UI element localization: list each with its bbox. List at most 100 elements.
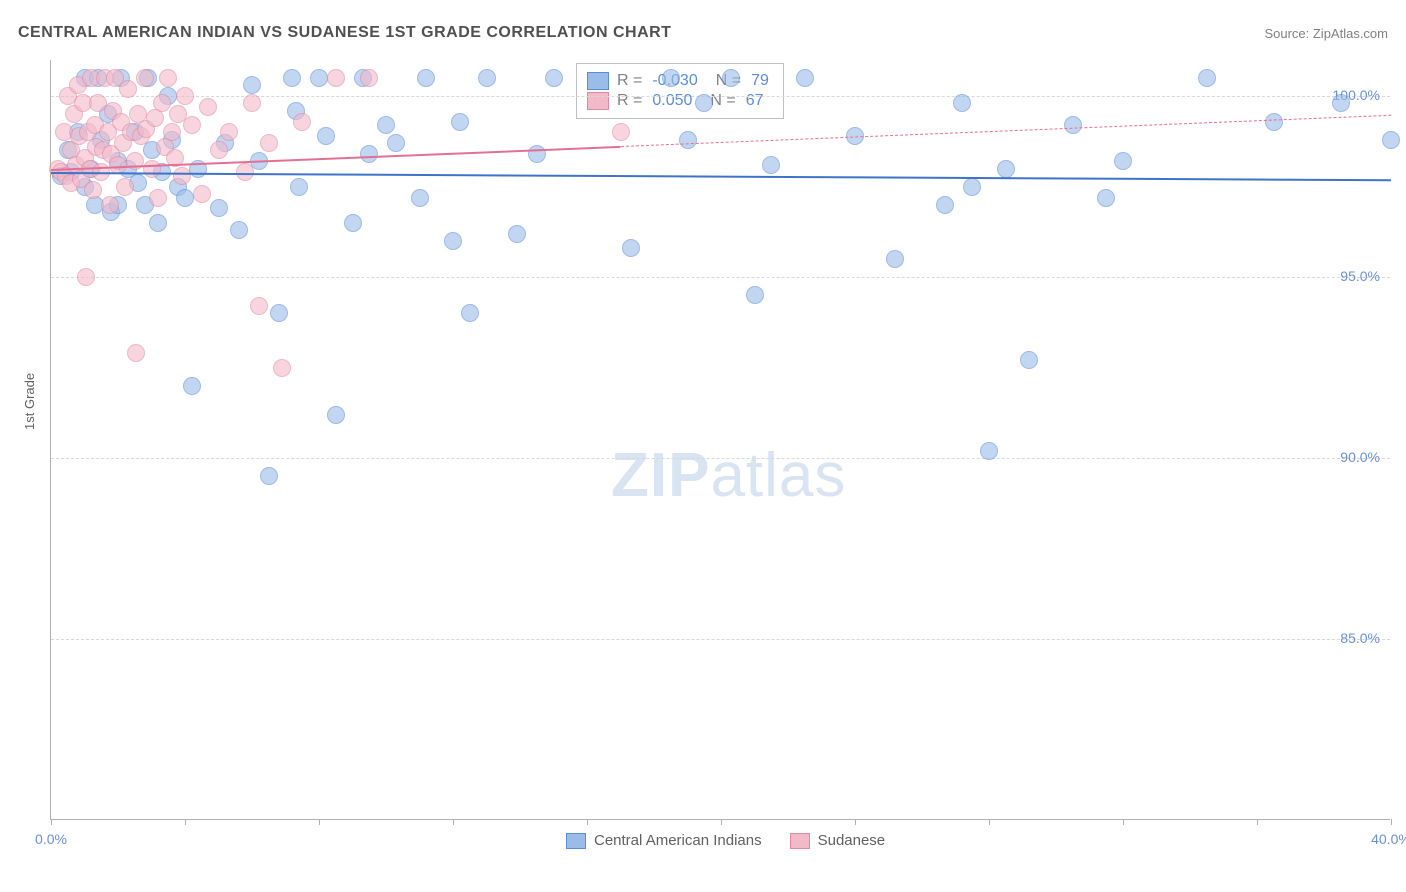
legend-n-val-0: 79 <box>751 72 769 90</box>
scatter-point <box>451 113 469 131</box>
x-tick <box>1391 819 1392 825</box>
scatter-point <box>327 69 345 87</box>
bottom-legend-item-0: Central American Indians <box>566 832 762 849</box>
scatter-point <box>387 134 405 152</box>
scatter-point <box>183 377 201 395</box>
watermark: ZIPatlas <box>611 440 846 511</box>
chart-title: CENTRAL AMERICAN INDIAN VS SUDANESE 1ST … <box>18 24 671 42</box>
scatter-point <box>260 134 278 152</box>
y-tick-label: 90.0% <box>1340 449 1380 465</box>
bottom-legend-label-1: Sudanese <box>818 832 886 849</box>
scatter-point <box>199 98 217 116</box>
scatter-point <box>220 123 238 141</box>
legend-n-prefix-1: N = <box>710 92 735 110</box>
x-tick <box>1257 819 1258 825</box>
x-tick <box>1123 819 1124 825</box>
scatter-point <box>360 145 378 163</box>
scatter-point <box>411 189 429 207</box>
scatter-point <box>310 69 328 87</box>
scatter-point <box>273 359 291 377</box>
scatter-point <box>1064 116 1082 134</box>
scatter-point <box>116 178 134 196</box>
bottom-legend-label-0: Central American Indians <box>594 832 762 849</box>
scatter-point <box>119 80 137 98</box>
scatter-point <box>746 286 764 304</box>
legend-r-prefix-0: R = <box>617 72 642 90</box>
watermark-atlas: atlas <box>710 441 846 510</box>
scatter-point <box>317 127 335 145</box>
trend-line <box>620 114 1391 146</box>
scatter-point <box>127 344 145 362</box>
scatter-point <box>344 214 362 232</box>
x-tick-label: 0.0% <box>35 831 67 847</box>
scatter-point <box>953 94 971 112</box>
legend-swatch-0 <box>587 72 609 90</box>
scatter-point <box>193 185 211 203</box>
scatter-point <box>478 69 496 87</box>
x-tick <box>855 819 856 825</box>
scatter-point <box>230 221 248 239</box>
source-label: Source: <box>1264 26 1312 41</box>
scatter-point <box>612 123 630 141</box>
scatter-point <box>461 304 479 322</box>
scatter-point <box>679 131 697 149</box>
scatter-point <box>101 196 119 214</box>
x-tick <box>185 819 186 825</box>
scatter-point <box>695 94 713 112</box>
scatter-point <box>622 239 640 257</box>
scatter-point <box>143 160 161 178</box>
x-tick <box>453 819 454 825</box>
scatter-point <box>1097 189 1115 207</box>
scatter-point <box>136 69 154 87</box>
scatter-point <box>173 167 191 185</box>
scatter-point <box>260 467 278 485</box>
scatter-point <box>176 189 194 207</box>
scatter-point <box>84 181 102 199</box>
scatter-point <box>159 69 177 87</box>
scatter-point <box>243 94 261 112</box>
x-tick <box>587 819 588 825</box>
scatter-point <box>762 156 780 174</box>
scatter-point <box>796 69 814 87</box>
scatter-point <box>293 113 311 131</box>
scatter-point <box>210 141 228 159</box>
plot-area: ZIPatlas R = -0.030 N = 79 R = 0.050 N =… <box>50 60 1390 820</box>
legend-swatch-1 <box>587 92 609 110</box>
y-tick-label: 85.0% <box>1340 630 1380 646</box>
gridline <box>51 458 1390 459</box>
scatter-point <box>176 87 194 105</box>
scatter-point <box>109 156 127 174</box>
scatter-point <box>722 69 740 87</box>
x-tick <box>989 819 990 825</box>
scatter-point <box>153 94 171 112</box>
scatter-point <box>149 214 167 232</box>
scatter-point <box>662 69 680 87</box>
scatter-point <box>936 196 954 214</box>
gridline <box>51 277 1390 278</box>
scatter-point <box>997 160 1015 178</box>
scatter-point <box>1198 69 1216 87</box>
scatter-point <box>963 178 981 196</box>
correlation-legend: R = -0.030 N = 79 R = 0.050 N = 67 <box>576 63 784 119</box>
scatter-point <box>886 250 904 268</box>
scatter-point <box>183 116 201 134</box>
scatter-point <box>283 69 301 87</box>
source-attribution: Source: ZipAtlas.com <box>1264 26 1388 41</box>
legend-row-1: R = 0.050 N = 67 <box>587 92 769 110</box>
scatter-point <box>250 297 268 315</box>
bottom-legend: Central American Indians Sudanese <box>566 832 885 849</box>
scatter-point <box>444 232 462 250</box>
scatter-point <box>210 199 228 217</box>
scatter-point <box>360 69 378 87</box>
chart-container: CENTRAL AMERICAN INDIAN VS SUDANESE 1ST … <box>0 0 1406 892</box>
scatter-point <box>163 123 181 141</box>
bottom-legend-swatch-1 <box>790 833 810 849</box>
x-tick <box>51 819 52 825</box>
gridline <box>51 639 1390 640</box>
legend-n-val-1: 67 <box>746 92 764 110</box>
scatter-point <box>243 76 261 94</box>
scatter-point <box>417 69 435 87</box>
scatter-point <box>508 225 526 243</box>
source-site: ZipAtlas.com <box>1313 26 1388 41</box>
scatter-point <box>1020 351 1038 369</box>
